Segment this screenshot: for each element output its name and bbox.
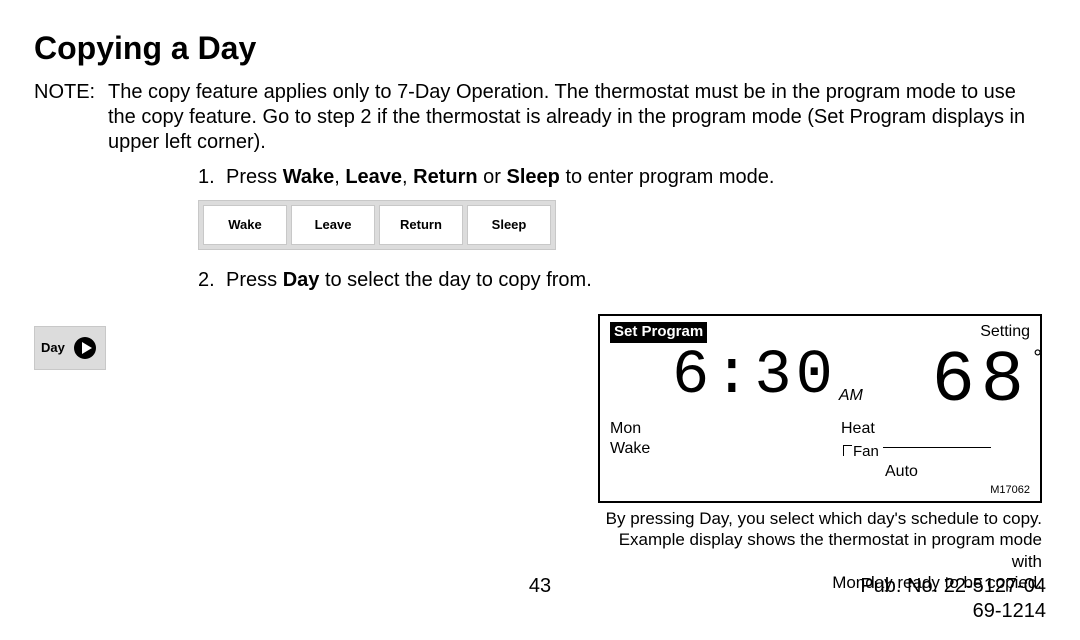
kw-day: Day — [283, 269, 320, 291]
lcd-time: 6:30AM — [672, 345, 863, 407]
page-number: 43 — [34, 574, 1046, 599]
temp-digits: 68 — [932, 340, 1030, 422]
lcd-temperature: 68° — [932, 345, 1030, 417]
lcd-mid-row: 6:30AM 68° — [610, 345, 1030, 417]
lcd-period: Wake — [610, 439, 841, 459]
lcd-right-col: Heat Fan Auto — [841, 419, 1030, 482]
lcd-day: Mon — [610, 419, 841, 439]
thermostat-display: Set Program Setting 6:30AM 68° Mon Wake … — [598, 314, 1042, 503]
caption-line: By pressing Day, you select which day's … — [598, 508, 1042, 529]
kw-return: Return — [413, 166, 477, 188]
mode-button-group: Wake Leave Return Sleep — [198, 200, 556, 250]
lcd-bottom-row: Mon Wake Heat Fan Auto — [610, 419, 1030, 482]
ampm-label: AM — [839, 387, 863, 404]
step-text: Press Wake, Leave, Return or Sleep to en… — [226, 165, 1046, 190]
kw-leave: Leave — [345, 166, 402, 188]
t: Press — [226, 269, 283, 291]
t: , — [402, 166, 413, 188]
mode-button-bar: Wake Leave Return Sleep — [198, 200, 1046, 250]
note-block: NOTE: The copy feature applies only to 7… — [34, 80, 1046, 155]
lcd-mode: Heat — [841, 419, 1030, 439]
t: Press — [226, 166, 283, 188]
step-number: 2. — [198, 268, 226, 293]
step-1: 1. Press Wake, Leave, Return or Sleep to… — [198, 165, 1046, 190]
fan-row: Fan Auto — [841, 443, 1030, 482]
day-button[interactable]: Day — [34, 326, 106, 370]
fan-value: Auto — [841, 462, 1030, 482]
step-number: 1. — [198, 165, 226, 190]
wake-button[interactable]: Wake — [203, 205, 287, 245]
lcd-left-col: Mon Wake — [610, 419, 841, 482]
steps-list-2: 2. Press Day to select the day to copy f… — [198, 268, 1046, 293]
step-2: 2. Press Day to select the day to copy f… — [198, 268, 1046, 293]
t: to select the day to copy from. — [319, 269, 591, 291]
t: , — [334, 166, 345, 188]
play-icon — [73, 336, 97, 360]
note-body: The copy feature applies only to 7-Day O… — [108, 80, 1046, 155]
rule-line — [883, 447, 991, 448]
step-text: Press Day to select the day to copy from… — [226, 268, 1046, 293]
kw-wake: Wake — [283, 166, 335, 188]
kw-sleep: Sleep — [507, 166, 560, 188]
return-button[interactable]: Return — [379, 205, 463, 245]
page-title: Copying a Day — [34, 28, 1046, 68]
figure-number: M17062 — [610, 484, 1030, 498]
t: to enter program mode. — [560, 166, 775, 188]
fan-label: Fan — [841, 443, 879, 460]
page-footer: 43 Pub. No. 22-5127-04 69-1214 — [34, 574, 1046, 624]
caption-line: Example display shows the thermostat in … — [598, 529, 1042, 572]
steps-list: 1. Press Wake, Leave, Return or Sleep to… — [198, 165, 1046, 190]
t: or — [478, 166, 507, 188]
degree-icon: ° — [1033, 347, 1048, 369]
time-digits: 6:30 — [672, 340, 837, 411]
note-label: NOTE: — [34, 80, 108, 155]
leave-button[interactable]: Leave — [291, 205, 375, 245]
manual-page: Copying a Day NOTE: The copy feature app… — [0, 0, 1080, 640]
doc-no: 69-1214 — [860, 599, 1046, 624]
sleep-button[interactable]: Sleep — [467, 205, 551, 245]
day-button-label: Day — [41, 340, 65, 356]
